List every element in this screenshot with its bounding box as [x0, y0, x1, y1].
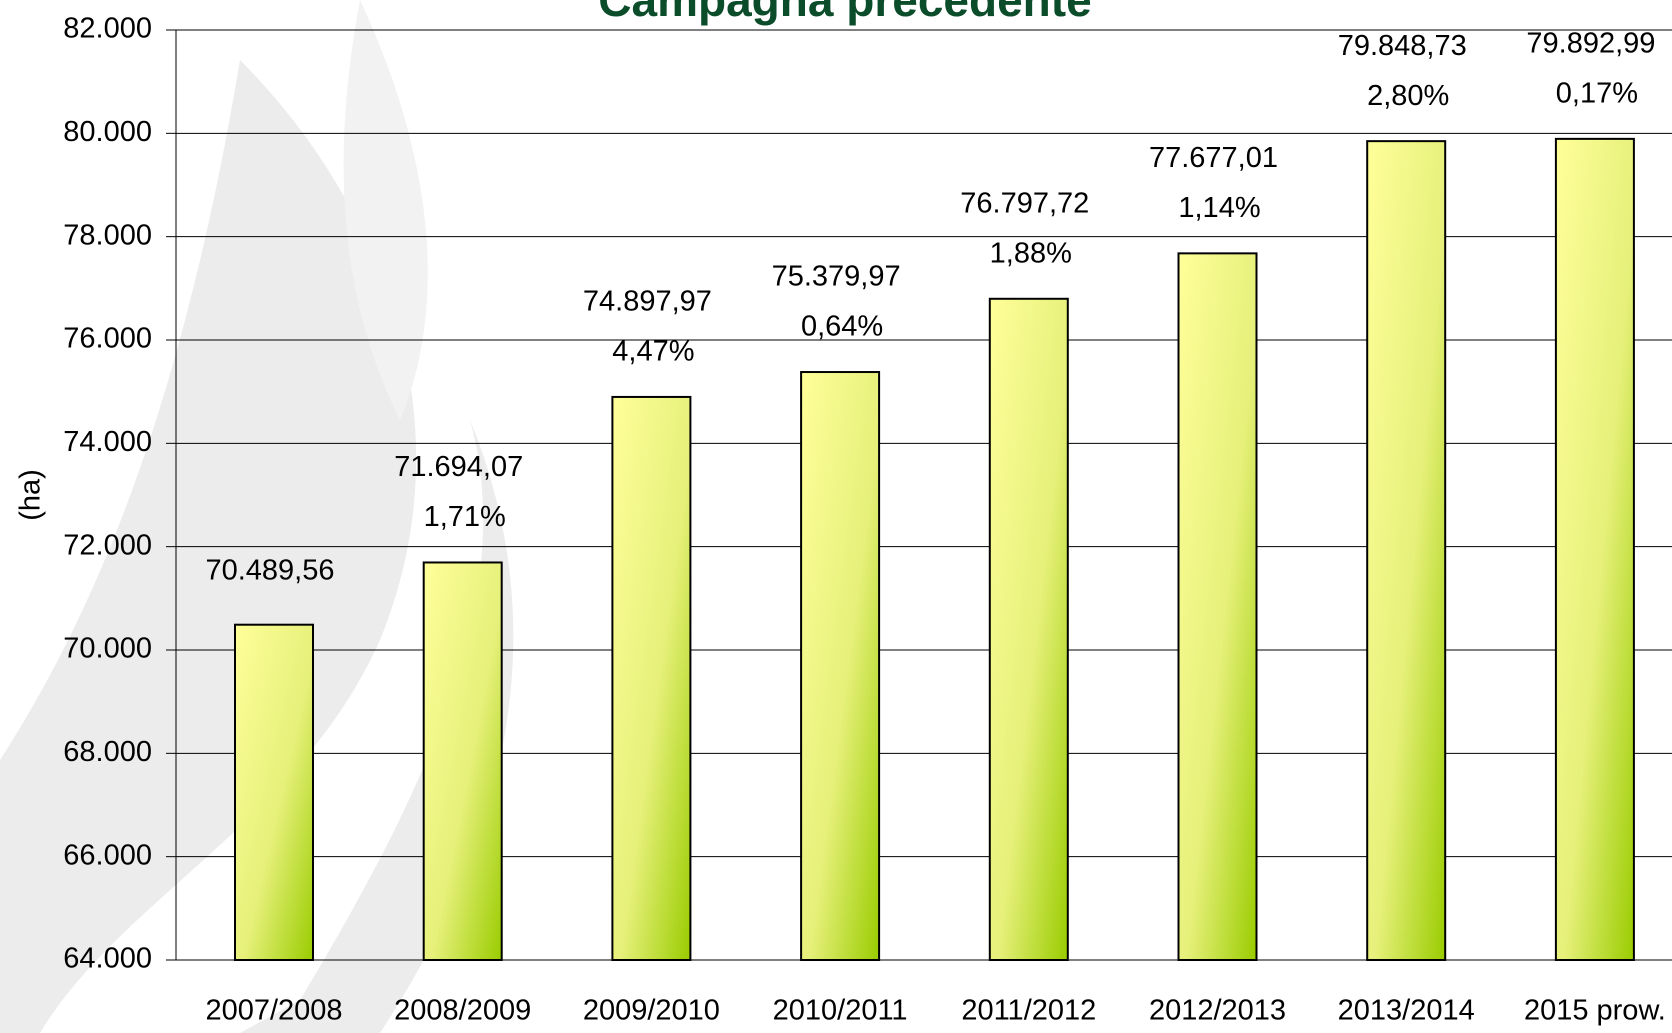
y-axis-label: (ha)	[15, 469, 47, 521]
value-label: 71.694,07	[394, 451, 523, 483]
bar	[1554, 137, 1635, 961]
change-label: 1,14%	[1178, 192, 1260, 224]
bar	[234, 623, 314, 961]
bar	[988, 297, 1069, 961]
value-label: 75.379,97	[772, 261, 901, 293]
x-tick-label: 2007/2008	[205, 995, 342, 1027]
change-label: 0,64%	[801, 311, 883, 343]
x-tick-label: 2013/2014	[1338, 995, 1475, 1027]
change-label: 4,47%	[612, 336, 694, 368]
x-tick-label: 2009/2010	[583, 995, 720, 1027]
value-label: 74.897,97	[583, 286, 712, 318]
change-label: 1,71%	[424, 501, 506, 533]
x-tick-label: 2008/2009	[394, 995, 531, 1027]
x-tick-label: 2015 prow.	[1524, 995, 1666, 1027]
plot-area: 64.000 66.000 68.000 70.000 72.000 74.000 76.0…	[63, 13, 1672, 1027]
value-label: 79.892,99	[1526, 28, 1655, 60]
value-label: 77.677,01	[1149, 142, 1278, 174]
bar	[800, 371, 881, 961]
y-tick-label: 70.000	[63, 633, 152, 665]
change-label: 0,17%	[1556, 78, 1638, 110]
bar	[611, 395, 692, 961]
bar	[1177, 252, 1258, 961]
chart-title: Campagna precedente	[598, 0, 1091, 26]
y-tick-label: 80.000	[63, 116, 152, 148]
y-tick-label: 72.000	[63, 529, 152, 561]
y-tick-label: 66.000	[63, 839, 152, 871]
y-tick-label: 78.000	[63, 219, 152, 251]
value-label: 76.797,72	[960, 187, 1089, 219]
change-label: 1,88%	[990, 237, 1072, 269]
y-tick-label: 82.000	[63, 13, 152, 45]
value-label: 79.848,73	[1338, 30, 1467, 62]
y-tick-label: 76.000	[63, 323, 152, 355]
y-tick-label: 64.000	[63, 943, 152, 975]
value-label: 70.489,56	[205, 554, 334, 586]
bar	[1366, 140, 1447, 962]
x-tick-label: 2010/2011	[773, 995, 908, 1027]
y-tick-label: 68.000	[63, 736, 152, 768]
y-tick-label: 74.000	[63, 426, 152, 458]
bar	[422, 561, 503, 961]
x-tick-label: 2012/2013	[1149, 995, 1286, 1027]
x-tick-label: 2011/2012	[961, 995, 1096, 1027]
change-label: 2,80%	[1367, 80, 1449, 112]
